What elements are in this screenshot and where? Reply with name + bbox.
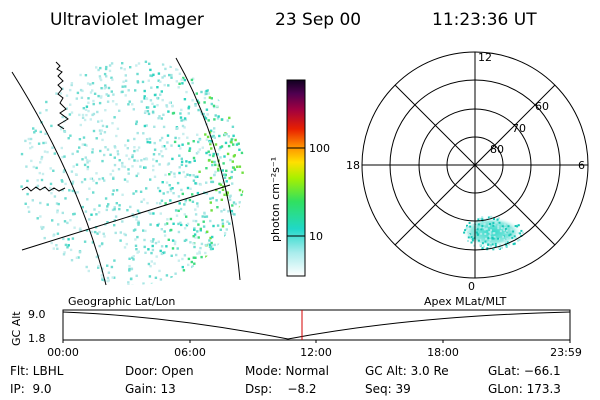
info-door: Door: Open: [125, 364, 194, 378]
color-bar: 100 10 photon cm⁻²s⁻¹: [269, 79, 330, 277]
info-dsp: Dsp: −8.2: [245, 382, 317, 396]
strip-left-label: Geographic Lat/Lon: [68, 295, 175, 308]
geographic-grid: [11, 57, 241, 286]
mlt-label-18: 18: [346, 159, 360, 172]
colorbar-tick-10: 10: [309, 230, 323, 243]
mlt-label-6: 6: [578, 159, 585, 172]
emission-pixels: [20, 60, 245, 285]
strip-y-tick-low: 1.8: [28, 332, 46, 345]
info-gc-alt: GC Alt: 3.0 Re: [365, 364, 449, 378]
altitude-strip: Geographic Lat/Lon Apex MLat/MLT GC Alt …: [10, 295, 582, 359]
polar-plot: 12 18 6 0 60 70 80: [346, 51, 589, 293]
info-seq: Seq: 39: [365, 382, 411, 396]
altitude-curve: [62, 311, 571, 340]
strip-y-tick-high: 9.0: [28, 308, 46, 321]
info-glon: GLon: 173.3: [488, 382, 561, 396]
strip-x-tick-4: 23:59: [550, 346, 582, 359]
strip-x-tick-1: 06:00: [174, 346, 206, 359]
strip-y-axis-label: GC Alt: [10, 311, 23, 346]
colorbar-unit-label: photon cm⁻²s⁻¹: [269, 157, 282, 242]
image-date: 23 Sep 00: [275, 10, 361, 30]
lat-label-80: 80: [490, 143, 504, 156]
strip-x-tick-0: 00:00: [47, 346, 79, 359]
info-ip: IP: 9.0: [10, 382, 52, 396]
info-filter: Flt: LBHL: [10, 364, 64, 378]
info-panel: Flt: LBHL Door: Open Mode: Normal GC Alt…: [10, 364, 561, 396]
info-mode: Mode: Normal: [245, 364, 329, 378]
image-time: 11:23:36 UT: [432, 10, 537, 30]
info-glat: GLat: −66.1: [488, 364, 561, 378]
info-gain: Gain: 13: [125, 382, 176, 396]
mlt-label-12: 12: [478, 51, 492, 64]
strip-x-tick-2: 12:00: [300, 346, 332, 359]
geographic-image-panel: [11, 57, 245, 286]
lat-label-60: 60: [535, 100, 549, 113]
strip-right-label: Apex MLat/MLT: [424, 295, 507, 308]
coastline: [21, 61, 69, 192]
colorbar-tick-100: 100: [309, 142, 330, 155]
strip-x-tick-3: 18:00: [427, 346, 459, 359]
instrument-title: Ultraviolet Imager: [50, 10, 204, 30]
lat-label-70: 70: [512, 122, 526, 135]
mlt-label-0: 0: [468, 280, 475, 293]
